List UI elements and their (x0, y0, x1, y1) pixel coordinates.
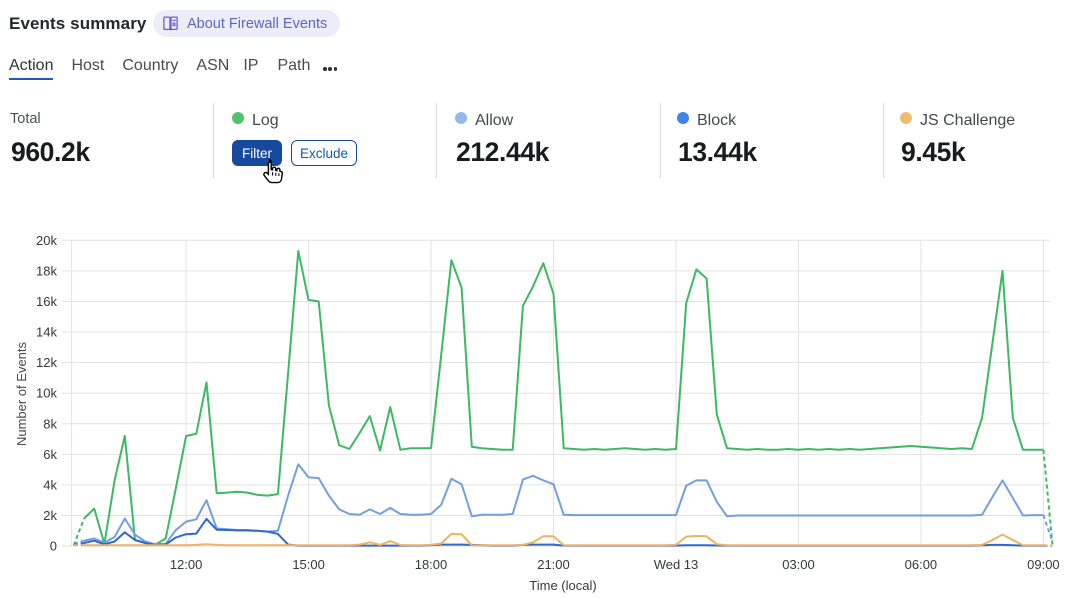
svg-text:03:00: 03:00 (782, 557, 815, 572)
svg-text:12k: 12k (36, 355, 57, 370)
svg-text:Time (local): Time (local) (529, 578, 596, 593)
svg-text:10k: 10k (36, 386, 57, 401)
svg-text:8k: 8k (43, 416, 57, 431)
svg-text:16k: 16k (36, 294, 57, 309)
svg-text:2k: 2k (43, 508, 57, 523)
svg-text:Number of Events: Number of Events (14, 341, 29, 446)
svg-text:12:00: 12:00 (170, 557, 203, 572)
svg-text:6k: 6k (43, 447, 57, 462)
svg-text:18:00: 18:00 (415, 557, 448, 572)
svg-text:Wed 13: Wed 13 (654, 557, 699, 572)
svg-text:09:00: 09:00 (1027, 557, 1060, 572)
svg-text:06:00: 06:00 (905, 557, 938, 572)
svg-text:21:00: 21:00 (537, 557, 570, 572)
svg-text:18k: 18k (36, 263, 57, 278)
svg-text:20k: 20k (36, 233, 57, 248)
svg-text:0: 0 (50, 539, 57, 554)
svg-text:14k: 14k (36, 325, 57, 340)
svg-text:15:00: 15:00 (292, 557, 325, 572)
svg-text:4k: 4k (43, 477, 57, 492)
